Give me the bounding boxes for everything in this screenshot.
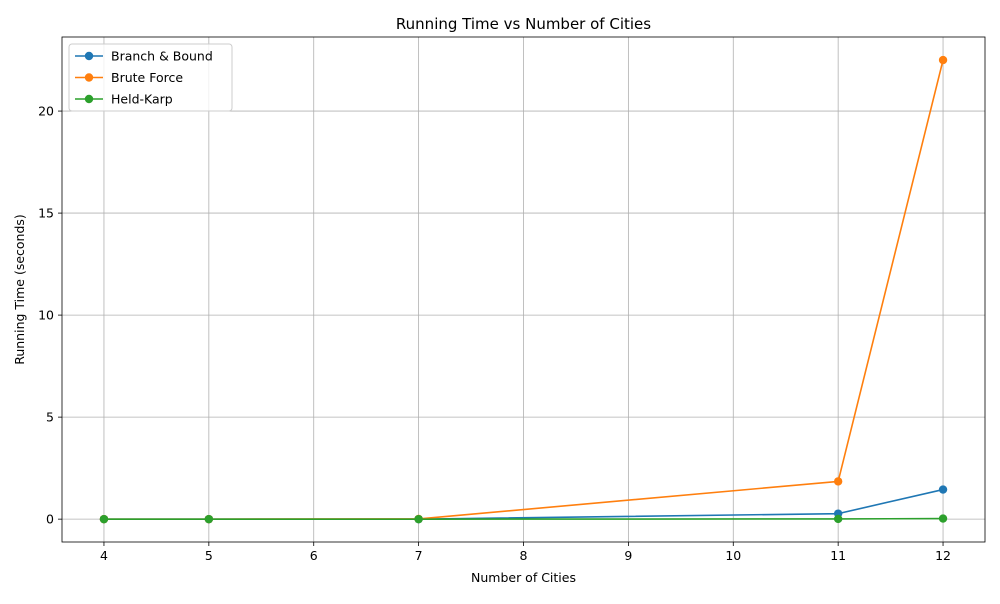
data-point bbox=[938, 514, 948, 523]
data-point bbox=[938, 485, 948, 494]
y-tick-label: 10 bbox=[38, 308, 54, 323]
legend-label: Branch & Bound bbox=[111, 49, 213, 64]
data-point bbox=[938, 55, 948, 65]
legend-label: Held-Karp bbox=[111, 92, 173, 107]
data-point bbox=[414, 514, 423, 524]
legend-marker bbox=[84, 73, 94, 82]
series-line bbox=[103, 517, 944, 520]
x-tick-label: 7 bbox=[415, 548, 423, 563]
legend: Branch & Bound Brute Force Held-Karp bbox=[68, 43, 233, 112]
y-axis-label: Running Time (seconds) bbox=[12, 214, 27, 365]
data-point bbox=[833, 514, 843, 524]
legend-box bbox=[68, 43, 233, 112]
y-tick-label: 0 bbox=[46, 512, 54, 527]
x-tick-label: 10 bbox=[725, 548, 741, 563]
data-point bbox=[99, 514, 109, 524]
ticks-layer: 4 5 6 7 8 9 10 11 12 0 5 10 15 20 bbox=[38, 104, 951, 563]
x-tick-label: 9 bbox=[624, 548, 632, 563]
x-tick-label: 11 bbox=[830, 548, 846, 563]
x-tick-label: 12 bbox=[935, 548, 951, 563]
legend-marker bbox=[84, 51, 94, 61]
data-point bbox=[833, 477, 843, 486]
data-point bbox=[204, 514, 214, 524]
x-tick-label: 4 bbox=[100, 548, 108, 563]
y-tick-label: 20 bbox=[38, 104, 54, 119]
series-layer bbox=[99, 55, 948, 524]
x-axis-label: Number of Cities bbox=[471, 570, 576, 585]
x-tick-label: 5 bbox=[205, 548, 213, 563]
x-tick-label: 8 bbox=[520, 548, 528, 563]
series-2 bbox=[99, 514, 948, 524]
legend-marker bbox=[84, 94, 94, 104]
x-tick-label: 6 bbox=[310, 548, 318, 563]
legend-label: Brute Force bbox=[111, 70, 183, 85]
y-tick-label: 15 bbox=[38, 206, 54, 221]
y-tick-label: 5 bbox=[46, 410, 54, 425]
chart-title: Running Time vs Number of Cities bbox=[396, 15, 651, 33]
